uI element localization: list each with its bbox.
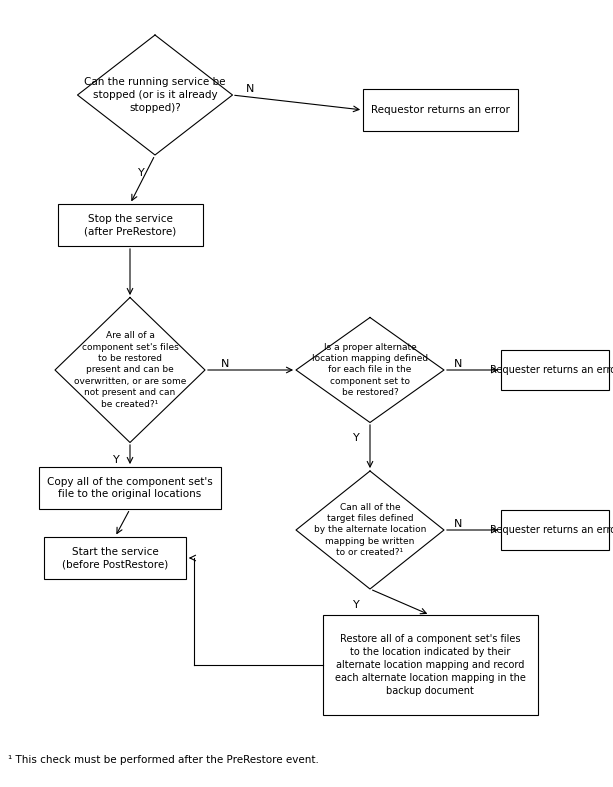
Text: Start the service
(before PostRestore): Start the service (before PostRestore) <box>62 547 168 570</box>
Text: Can all of the
target files defined
by the alternate location
mapping be written: Can all of the target files defined by t… <box>314 503 426 557</box>
Bar <box>58 204 202 246</box>
Text: Y: Y <box>138 168 145 178</box>
Text: Restore all of a component set's files
to the location indicated by their
altern: Restore all of a component set's files t… <box>335 634 525 696</box>
Text: Requester returns an error: Requester returns an error <box>490 525 613 535</box>
Text: Y: Y <box>352 600 359 610</box>
Text: Stop the service
(after PreRestore): Stop the service (after PreRestore) <box>84 213 176 236</box>
Polygon shape <box>296 317 444 423</box>
Text: N: N <box>454 519 462 529</box>
Text: Copy all of the component set's
file to the original locations: Copy all of the component set's file to … <box>47 477 213 500</box>
Polygon shape <box>55 297 205 442</box>
Text: N: N <box>454 359 462 369</box>
Text: Can the running service be
stopped (or is it already
stopped)?: Can the running service be stopped (or i… <box>84 77 226 113</box>
Text: ¹ This check must be performed after the PreRestore event.: ¹ This check must be performed after the… <box>8 755 319 765</box>
Polygon shape <box>296 471 444 589</box>
Text: Are all of a
component set's files
to be restored
present and can be
overwritten: Are all of a component set's files to be… <box>74 331 186 409</box>
Bar <box>362 89 517 131</box>
Bar <box>322 615 538 715</box>
Polygon shape <box>77 35 232 155</box>
Bar <box>44 537 186 579</box>
Text: Requester returns an error: Requester returns an error <box>490 365 613 375</box>
Text: N: N <box>221 359 229 369</box>
Bar <box>501 510 609 550</box>
Text: Y: Y <box>113 455 120 465</box>
Text: Requestor returns an error: Requestor returns an error <box>371 105 509 115</box>
Text: Y: Y <box>352 433 359 443</box>
Text: Is a proper alternate
location mapping defined
for each file in the
component se: Is a proper alternate location mapping d… <box>312 342 428 397</box>
Bar <box>501 350 609 390</box>
Bar <box>39 467 221 509</box>
Text: N: N <box>246 84 254 94</box>
